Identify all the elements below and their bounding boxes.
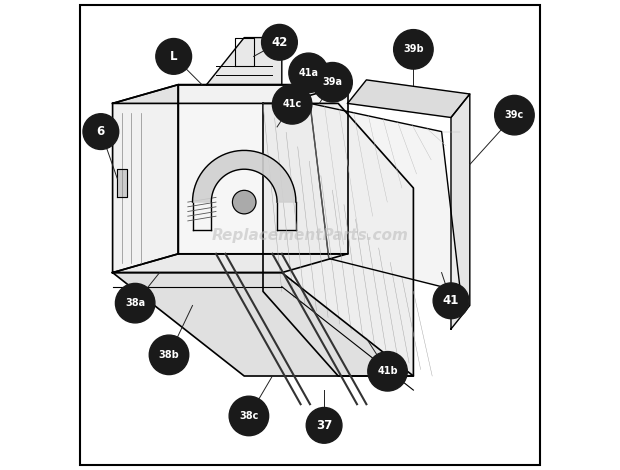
Circle shape — [83, 114, 118, 149]
Text: 6: 6 — [97, 125, 105, 138]
Circle shape — [289, 53, 329, 93]
Text: 39a: 39a — [322, 77, 343, 87]
Polygon shape — [310, 103, 461, 291]
Circle shape — [262, 24, 298, 60]
Polygon shape — [113, 85, 348, 103]
Text: L: L — [170, 50, 177, 63]
Circle shape — [433, 283, 469, 319]
Text: 38b: 38b — [159, 350, 179, 360]
Polygon shape — [117, 169, 126, 197]
Polygon shape — [113, 85, 179, 273]
Circle shape — [368, 352, 407, 391]
Polygon shape — [192, 150, 296, 202]
Circle shape — [232, 190, 256, 214]
Polygon shape — [348, 80, 470, 118]
Circle shape — [149, 335, 188, 375]
Text: 41: 41 — [443, 294, 459, 307]
Polygon shape — [263, 103, 414, 376]
Text: 42: 42 — [272, 36, 288, 49]
Circle shape — [229, 396, 268, 436]
Polygon shape — [113, 254, 348, 273]
Circle shape — [115, 283, 155, 323]
Text: 39c: 39c — [505, 110, 524, 120]
Text: 38c: 38c — [239, 411, 259, 421]
Circle shape — [272, 85, 312, 124]
Polygon shape — [113, 273, 414, 376]
Polygon shape — [451, 94, 470, 329]
Circle shape — [306, 407, 342, 443]
Polygon shape — [206, 38, 282, 85]
Circle shape — [495, 95, 534, 135]
Text: ReplacementParts.com: ReplacementParts.com — [211, 227, 409, 243]
Text: 38a: 38a — [125, 298, 145, 308]
Text: 41b: 41b — [377, 366, 398, 376]
Text: 39b: 39b — [403, 44, 423, 55]
Polygon shape — [179, 85, 348, 254]
Text: 37: 37 — [316, 419, 332, 432]
Circle shape — [313, 63, 352, 102]
Circle shape — [394, 30, 433, 69]
Circle shape — [156, 39, 192, 74]
Text: 41c: 41c — [283, 99, 302, 110]
Text: 41a: 41a — [299, 68, 319, 78]
